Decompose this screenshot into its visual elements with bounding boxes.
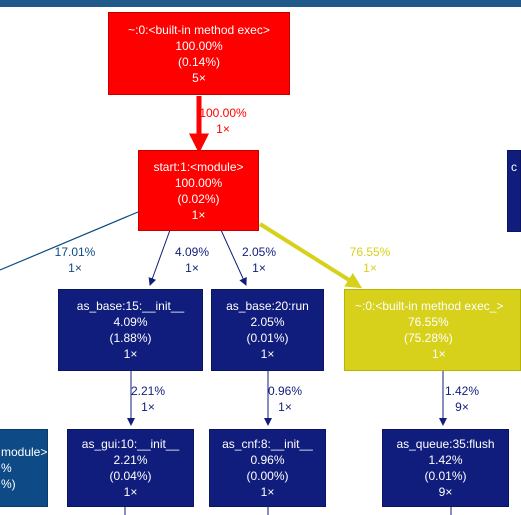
edge-calls: 9× <box>455 400 469 414</box>
node-self: (0.14%) <box>177 54 221 69</box>
node-as-base-init[interactable]: as_base:15:__init__ 4.09% (1.88%) 1× <box>58 289 203 371</box>
node-self: (0.01%) <box>246 331 289 345</box>
node-self: (0.02%) <box>177 191 220 206</box>
node-name: module> <box>1 445 48 459</box>
node-name: as_gui:10:__init__ <box>81 437 180 451</box>
edge-label-start-to-base-init: 4.09% 1× <box>175 244 209 276</box>
node-calls: 1× <box>260 347 275 361</box>
edge-start-to-exec-right <box>258 222 363 289</box>
edge-label-start-to-left: 17.01% 1× <box>55 244 96 276</box>
node-left-module-partial[interactable]: module> % %) <box>0 429 48 507</box>
edge-calls: 1× <box>363 261 377 275</box>
node-start-module[interactable]: start:1:<module> 100.00% (0.02%) 1× <box>138 150 259 231</box>
node-calls: 1× <box>123 485 138 499</box>
top-bar <box>0 0 521 7</box>
edge-pct: 76.55% <box>349 245 391 259</box>
edge-start-to-base-run <box>220 229 247 286</box>
node-as-base-run[interactable]: as_base:20:run 2.05% (0.01%) 1× <box>211 289 324 371</box>
edge-pct: 4.09% <box>174 245 210 259</box>
edge-calls: 1× <box>68 261 82 275</box>
edge-label-base-run-to-cnf: 0.96% 1× <box>268 383 302 415</box>
node-as-gui-init[interactable]: as_gui:10:__init__ 2.21% (0.04%) 1× <box>67 429 194 507</box>
node-total: 0.96% <box>250 453 285 467</box>
node-name: start:1:<module> <box>153 159 244 174</box>
edge-label-exec-to-start: 100.00% 1× <box>199 105 246 137</box>
edge-pct: 2.05% <box>241 245 277 259</box>
node-total: 4.09% <box>113 315 148 329</box>
node-self: (0.01%) <box>424 469 467 483</box>
node-total: % <box>1 461 12 475</box>
node-total: 2.05% <box>250 315 285 329</box>
node-calls: 5× <box>192 70 206 85</box>
edge-pct: 0.96% <box>267 384 303 398</box>
edge-calls: 1× <box>141 400 155 414</box>
node-name: c <box>511 160 517 174</box>
node-calls: 9× <box>438 485 453 499</box>
node-builtin-exec-right[interactable]: ~:0:<built-in method exec_> 76.55% (75.2… <box>344 289 521 371</box>
node-as-queue-flush[interactable]: as_queue:35:flush 1.42% (0.01%) 9× <box>382 429 509 507</box>
edge-start-to-left <box>0 211 139 271</box>
node-name: as_cnf:8:__init__ <box>222 437 313 451</box>
node-calls: 1× <box>260 485 275 499</box>
node-calls: 1× <box>432 347 446 361</box>
node-self: (1.88%) <box>109 331 152 345</box>
edge-pct: 17.01% <box>54 245 96 259</box>
node-self: (0.04%) <box>109 469 152 483</box>
edge-start-to-base-init <box>148 229 171 286</box>
node-as-cnf-init[interactable]: as_cnf:8:__init__ 0.96% (0.00%) 1× <box>209 429 326 507</box>
node-name: as_base:20:run <box>226 299 309 313</box>
edge-label-start-to-base-run: 2.05% 1× <box>242 244 276 276</box>
node-total: 76.55% <box>408 315 449 329</box>
node-right-partial[interactable]: c <box>507 150 521 232</box>
edge-label-exec-right-to-queue: 1.42% 9× <box>445 383 479 415</box>
node-name: as_queue:35:flush <box>396 437 495 451</box>
node-total: 100.00% <box>175 38 223 53</box>
edge-calls: 1× <box>252 261 266 275</box>
node-calls: 1× <box>123 347 138 361</box>
node-total: 100.00% <box>174 175 223 190</box>
node-builtin-exec-top[interactable]: ~:0:<built-in method exec> 100.00% (0.14… <box>108 12 290 95</box>
node-name: ~:0:<built-in method exec> <box>128 22 270 37</box>
node-total: 1.42% <box>428 453 463 467</box>
node-self: (75.28%) <box>404 331 453 345</box>
node-self: (0.00%) <box>246 469 289 483</box>
edge-calls: 1× <box>216 122 230 136</box>
edge-label-start-to-exec-right: 76.55% 1× <box>350 244 391 276</box>
edge-pct: 1.42% <box>444 384 480 398</box>
node-name: as_base:15:__init__ <box>76 299 185 313</box>
edge-pct: 2.21% <box>130 384 166 398</box>
node-self: %) <box>1 477 16 491</box>
node-calls: 1× <box>191 207 206 222</box>
edge-calls: 1× <box>185 261 199 275</box>
edge-label-base-init-to-gui: 2.21% 1× <box>131 383 165 415</box>
node-total: 2.21% <box>113 453 148 467</box>
edge-pct: 100.00% <box>199 106 247 120</box>
edge-calls: 1× <box>278 400 292 414</box>
node-name: ~:0:<built-in method exec_> <box>355 299 504 313</box>
